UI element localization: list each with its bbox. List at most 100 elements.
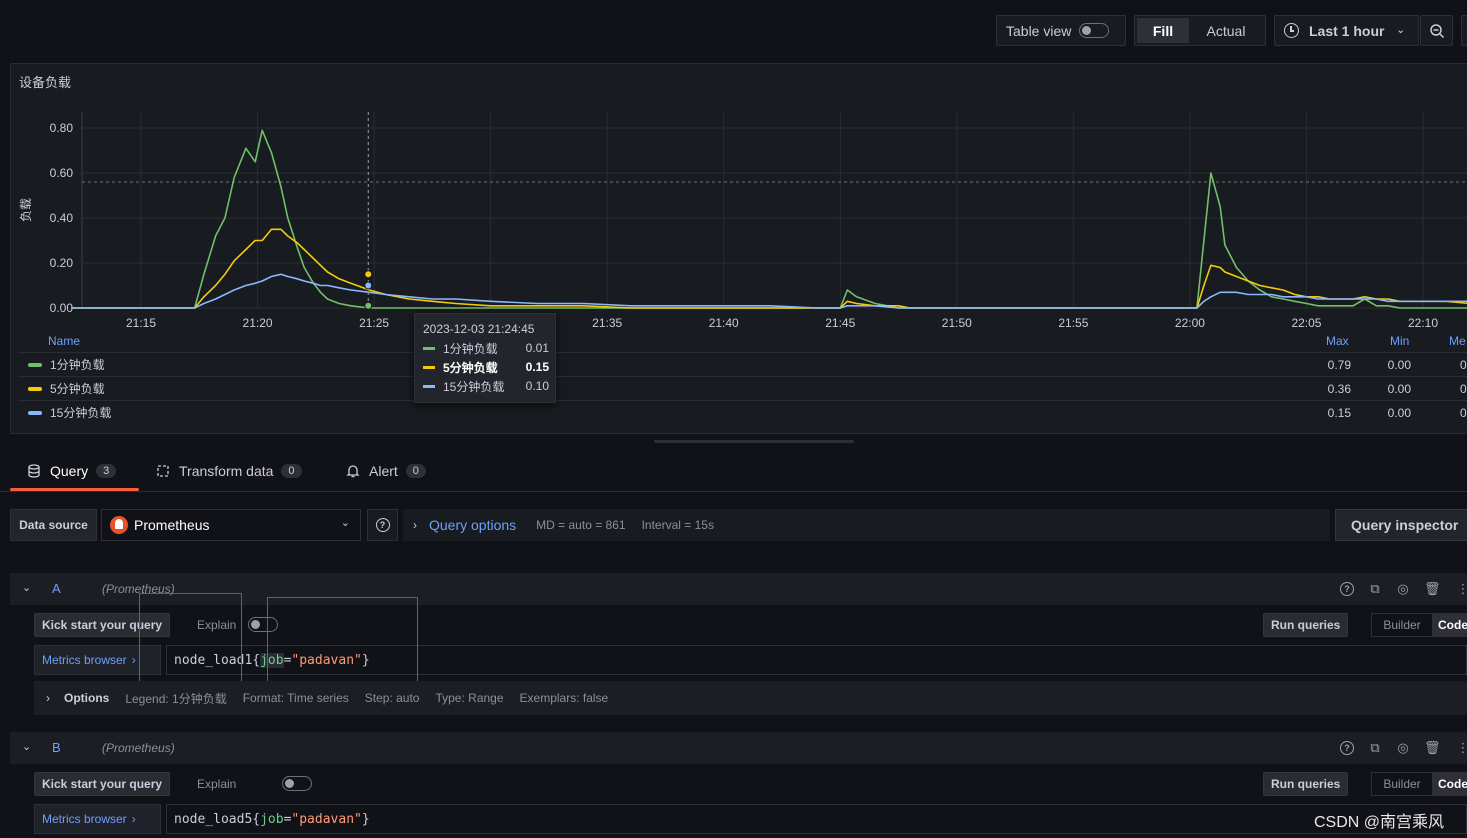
zoom-out-button[interactable]	[1420, 15, 1453, 46]
options-type: Type: Range	[435, 691, 504, 705]
query-letter[interactable]: B	[52, 740, 61, 755]
tab-transform[interactable]: Transform data 0	[156, 463, 302, 479]
x-tick-label: 21:20	[243, 316, 273, 330]
x-tick-label: 22:10	[1408, 316, 1438, 330]
expr-label-key: job	[260, 652, 284, 668]
builder-button[interactable]: Builder	[1383, 777, 1421, 791]
x-tick-label: 21:50	[942, 316, 972, 330]
drag-handle-icon[interactable]: ⋮	[1456, 581, 1467, 596]
query-expression-editor[interactable]: node_load5{job = "padavan"}	[166, 804, 1467, 834]
transform-icon	[157, 465, 169, 477]
query-row-header-a[interactable]: ⌄ A (Prometheus) ? ⧉ ◎ 🗑 ⋮	[10, 573, 1467, 605]
query-options-md: MD = auto = 861	[536, 518, 626, 532]
legend-mean: 0.	[1459, 405, 1467, 420]
code-button[interactable]: Code	[1432, 773, 1467, 795]
query-expression-editor[interactable]: node_load1{job = "padavan"}	[166, 645, 1467, 675]
copy-icon[interactable]: ⧉	[1370, 581, 1380, 596]
metrics-browser-label: Metrics browser	[42, 812, 127, 826]
database-icon	[28, 464, 40, 478]
legend-row[interactable]: 5分钟负载 0.36 0.00 0.	[18, 376, 1467, 400]
tab-transform-count: 0	[281, 464, 302, 478]
prometheus-icon	[110, 516, 128, 534]
tab-transform-label: Transform data	[179, 463, 274, 479]
metrics-browser-button[interactable]: Metrics browser ›	[34, 804, 161, 834]
chevron-down-icon[interactable]: ⌄	[22, 741, 32, 753]
options-step: Step: auto	[364, 691, 420, 705]
drag-handle-icon[interactable]: ⋮	[1456, 740, 1467, 755]
y-tick-label: 0.00	[50, 301, 74, 315]
timeseries-panel	[10, 63, 1467, 434]
legend-row[interactable]: 1分钟负载 0.79 0.00 0.	[18, 352, 1467, 376]
time-range-label: Last 1 hour	[1309, 22, 1385, 39]
legend-header-min[interactable]: Min	[1390, 334, 1410, 348]
datasource-value: Prometheus	[134, 517, 210, 533]
series-line	[71, 228, 1467, 309]
legend-min: 0.00	[1387, 405, 1411, 420]
chevron-down-icon: ⌄	[1396, 25, 1405, 36]
legend-header-mean[interactable]: Me	[1449, 334, 1466, 348]
eye-icon[interactable]: ◎	[1397, 740, 1409, 755]
legend-row[interactable]: 15分钟负载 0.15 0.00 0.	[18, 400, 1467, 424]
watermark: CSDN @南宫乘风	[1314, 808, 1445, 832]
panel-resize-handle[interactable]	[654, 440, 854, 443]
run-queries-button[interactable]: Run queries	[1263, 613, 1349, 637]
x-tick-label: 21:25	[359, 316, 389, 330]
legend-header-name[interactable]: Name	[48, 334, 81, 348]
panel-title: 设备负载	[19, 75, 72, 90]
tooltip-swatch	[423, 346, 435, 350]
x-tick-label: 21:45	[825, 316, 855, 330]
tooltip-value: 0.01	[525, 341, 549, 355]
tab-query-label: Query	[50, 463, 89, 479]
x-tick-label: 21:40	[709, 316, 739, 330]
expr-value: "padavan"	[291, 811, 362, 827]
tooltip-row: 15分钟负载 0.10	[423, 378, 549, 394]
tab-alert[interactable]: Alert 0	[346, 463, 426, 479]
load-chart[interactable]: 0.000.200.400.600.8021:1521:2021:2521:30…	[0, 0, 1467, 340]
kick-start-button[interactable]: Kick start your query	[34, 772, 171, 796]
legend-series-name: 15分钟负载	[50, 406, 112, 420]
query-inspector-button[interactable]: Query inspector	[1335, 509, 1467, 541]
builder-button[interactable]: Builder	[1383, 618, 1421, 632]
code-button[interactable]: Code	[1432, 614, 1467, 636]
y-tick-label: 0.40	[50, 211, 74, 225]
explain-switch[interactable]	[281, 776, 312, 791]
run-queries-button[interactable]: Run queries	[1263, 772, 1349, 796]
chevron-down-icon: ⌄	[340, 517, 350, 529]
trash-icon[interactable]: 🗑	[1424, 581, 1441, 596]
query-options-label[interactable]: Query options	[429, 517, 517, 533]
legend-mean: 0.	[1459, 357, 1467, 372]
tab-alert-label: Alert	[369, 463, 398, 479]
kick-start-button[interactable]: Kick start your query	[34, 613, 171, 637]
table-view-toggle[interactable]: Table view	[996, 15, 1126, 46]
datasource-help-button[interactable]: ?	[367, 509, 398, 541]
help-icon[interactable]: ?	[1340, 582, 1354, 596]
tooltip-time: 2023-12-03 21:24:45	[423, 322, 535, 336]
builder-code-toggle: Builder Code	[1371, 772, 1467, 796]
legend-header-max[interactable]: Max	[1326, 334, 1349, 348]
query-letter[interactable]: A	[52, 581, 61, 596]
tooltip-value: 0.10	[525, 379, 549, 393]
y-tick-label: 0.20	[50, 256, 74, 270]
datasource-select[interactable]: Prometheus ⌄	[101, 509, 361, 541]
eye-icon[interactable]: ◎	[1397, 581, 1409, 596]
chevron-down-icon[interactable]: ⌄	[22, 582, 32, 594]
refresh-button[interactable]	[1461, 15, 1467, 46]
trash-icon[interactable]: 🗑	[1424, 740, 1441, 755]
table-view-switch[interactable]	[1079, 23, 1110, 38]
fill-button[interactable]: Fill	[1137, 18, 1189, 43]
annotation-box	[139, 593, 242, 682]
explain-switch[interactable]	[248, 617, 278, 632]
options-label: Options	[64, 691, 110, 705]
actual-button[interactable]: Actual	[1206, 22, 1246, 39]
help-icon[interactable]: ?	[1340, 741, 1354, 755]
tooltip-series-name: 1分钟负载	[443, 341, 498, 356]
query-options-bar[interactable]: › Query options MD = auto = 861 Interval…	[403, 509, 1330, 541]
query-row-header-b[interactable]: ⌄ B (Prometheus) ? ⧉ ◎ 🗑 ⋮	[10, 732, 1467, 764]
legend-mean: 0.	[1459, 381, 1467, 396]
query-options-row[interactable]: › Options Legend: 1分钟负载 Format: Time ser…	[34, 681, 1467, 715]
copy-icon[interactable]: ⧉	[1370, 740, 1380, 755]
query-datasource-name: (Prometheus)	[102, 582, 175, 596]
tab-query[interactable]: Query 3	[27, 463, 117, 479]
legend-swatch	[28, 410, 42, 415]
time-range-picker[interactable]: Last 1 hour ⌄	[1274, 15, 1419, 46]
